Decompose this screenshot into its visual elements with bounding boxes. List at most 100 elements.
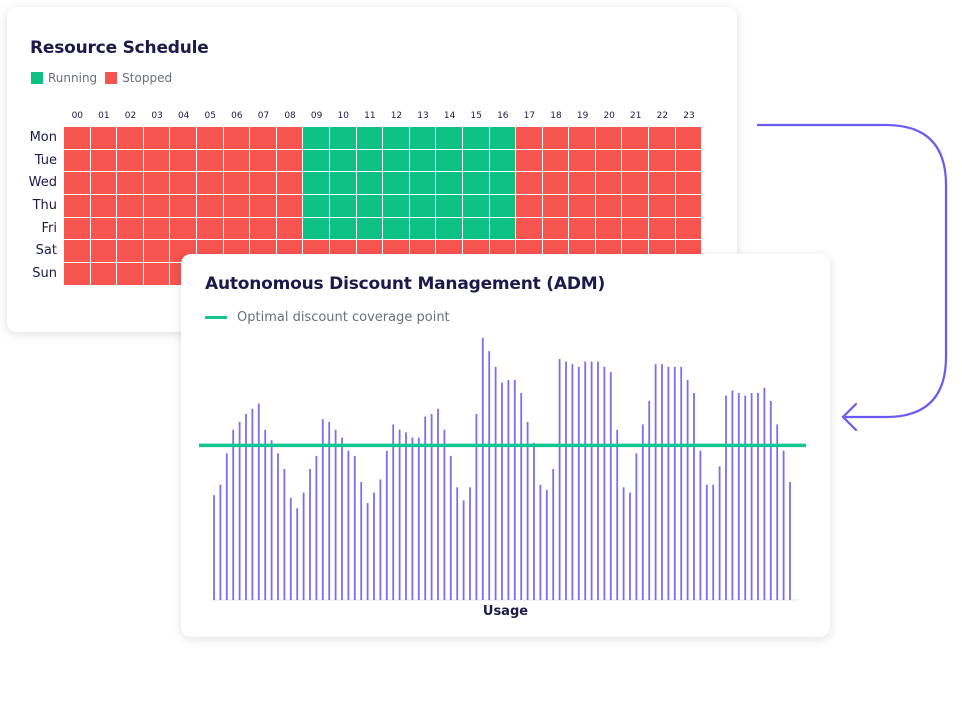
schedule-cell-wed-21[interactable]: [622, 172, 650, 196]
schedule-cell-tue-06[interactable]: [223, 149, 251, 173]
schedule-cell-wed-18[interactable]: [542, 172, 570, 196]
schedule-cell-tue-04[interactable]: [170, 149, 197, 173]
schedule-cell-fri-05[interactable]: [196, 217, 224, 241]
schedule-cell-tue-15[interactable]: [462, 149, 490, 173]
schedule-cell-thu-20[interactable]: [595, 195, 623, 218]
schedule-cell-tue-18[interactable]: [542, 149, 570, 173]
schedule-cell-tue-05[interactable]: [196, 149, 224, 173]
schedule-cell-thu-23[interactable]: [675, 195, 703, 218]
schedule-cell-thu-12[interactable]: [383, 195, 410, 218]
schedule-cell-thu-02[interactable]: [117, 195, 144, 218]
schedule-cell-thu-15[interactable]: [462, 195, 490, 218]
schedule-cell-fri-02[interactable]: [117, 217, 144, 241]
schedule-cell-thu-09[interactable]: [303, 195, 330, 218]
schedule-cell-thu-06[interactable]: [223, 195, 251, 218]
schedule-cell-tue-11[interactable]: [356, 149, 384, 173]
schedule-cell-wed-11[interactable]: [356, 172, 384, 196]
schedule-cell-thu-07[interactable]: [250, 195, 277, 218]
schedule-cell-thu-21[interactable]: [622, 195, 650, 218]
schedule-cell-fri-11[interactable]: [356, 217, 384, 241]
schedule-cell-wed-07[interactable]: [250, 172, 277, 196]
schedule-cell-thu-08[interactable]: [276, 195, 304, 218]
schedule-cell-fri-09[interactable]: [303, 217, 330, 241]
schedule-cell-wed-04[interactable]: [170, 172, 197, 196]
schedule-cell-mon-12[interactable]: [383, 127, 410, 150]
schedule-cell-wed-02[interactable]: [117, 172, 144, 196]
schedule-cell-tue-12[interactable]: [383, 149, 410, 173]
schedule-cell-wed-12[interactable]: [383, 172, 410, 196]
schedule-cell-wed-08[interactable]: [276, 172, 304, 196]
schedule-cell-wed-03[interactable]: [143, 172, 171, 196]
schedule-cell-sat-01[interactable]: [90, 240, 118, 264]
schedule-cell-wed-14[interactable]: [436, 172, 463, 196]
schedule-cell-mon-10[interactable]: [329, 127, 357, 150]
schedule-cell-thu-01[interactable]: [90, 195, 118, 218]
schedule-cell-fri-17[interactable]: [516, 217, 543, 241]
schedule-cell-sun-01[interactable]: [90, 263, 118, 286]
schedule-cell-thu-14[interactable]: [436, 195, 463, 218]
schedule-cell-tue-08[interactable]: [276, 149, 304, 173]
schedule-cell-fri-06[interactable]: [223, 217, 251, 241]
schedule-cell-sun-03[interactable]: [143, 263, 171, 286]
schedule-cell-thu-18[interactable]: [542, 195, 570, 218]
schedule-cell-tue-14[interactable]: [436, 149, 463, 173]
schedule-cell-tue-23[interactable]: [675, 149, 703, 173]
schedule-cell-mon-19[interactable]: [569, 127, 596, 150]
schedule-cell-mon-15[interactable]: [462, 127, 490, 150]
schedule-cell-mon-07[interactable]: [250, 127, 277, 150]
schedule-cell-wed-17[interactable]: [516, 172, 543, 196]
schedule-cell-mon-05[interactable]: [196, 127, 224, 150]
schedule-cell-fri-23[interactable]: [675, 217, 703, 241]
schedule-cell-mon-02[interactable]: [117, 127, 144, 150]
schedule-cell-tue-22[interactable]: [649, 149, 676, 173]
schedule-cell-mon-04[interactable]: [170, 127, 197, 150]
schedule-cell-tue-19[interactable]: [569, 149, 596, 173]
schedule-cell-tue-17[interactable]: [516, 149, 543, 173]
schedule-cell-thu-17[interactable]: [516, 195, 543, 218]
schedule-cell-mon-13[interactable]: [409, 127, 437, 150]
schedule-cell-sat-03[interactable]: [143, 240, 171, 264]
schedule-cell-tue-16[interactable]: [489, 149, 517, 173]
schedule-cell-fri-18[interactable]: [542, 217, 570, 241]
schedule-cell-wed-22[interactable]: [649, 172, 676, 196]
schedule-cell-fri-01[interactable]: [90, 217, 118, 241]
schedule-cell-tue-09[interactable]: [303, 149, 330, 173]
schedule-cell-sun-00[interactable]: [64, 263, 91, 286]
schedule-cell-fri-22[interactable]: [649, 217, 676, 241]
schedule-cell-mon-14[interactable]: [436, 127, 463, 150]
schedule-cell-fri-03[interactable]: [143, 217, 171, 241]
schedule-cell-fri-15[interactable]: [462, 217, 490, 241]
schedule-cell-fri-10[interactable]: [329, 217, 357, 241]
schedule-cell-wed-05[interactable]: [196, 172, 224, 196]
schedule-cell-fri-04[interactable]: [170, 217, 197, 241]
schedule-cell-tue-02[interactable]: [117, 149, 144, 173]
schedule-cell-mon-20[interactable]: [595, 127, 623, 150]
schedule-cell-mon-09[interactable]: [303, 127, 330, 150]
schedule-cell-mon-23[interactable]: [675, 127, 703, 150]
schedule-cell-tue-20[interactable]: [595, 149, 623, 173]
schedule-cell-thu-19[interactable]: [569, 195, 596, 218]
schedule-cell-mon-00[interactable]: [64, 127, 91, 150]
schedule-cell-wed-19[interactable]: [569, 172, 596, 196]
schedule-cell-fri-14[interactable]: [436, 217, 463, 241]
schedule-cell-mon-08[interactable]: [276, 127, 304, 150]
schedule-cell-thu-11[interactable]: [356, 195, 384, 218]
schedule-cell-thu-04[interactable]: [170, 195, 197, 218]
schedule-cell-mon-18[interactable]: [542, 127, 570, 150]
schedule-cell-mon-06[interactable]: [223, 127, 251, 150]
schedule-cell-mon-21[interactable]: [622, 127, 650, 150]
schedule-cell-wed-16[interactable]: [489, 172, 517, 196]
schedule-cell-tue-01[interactable]: [90, 149, 118, 173]
schedule-cell-sat-00[interactable]: [64, 240, 91, 264]
schedule-cell-tue-21[interactable]: [622, 149, 650, 173]
schedule-cell-mon-22[interactable]: [649, 127, 676, 150]
schedule-cell-wed-20[interactable]: [595, 172, 623, 196]
schedule-cell-fri-21[interactable]: [622, 217, 650, 241]
schedule-cell-wed-15[interactable]: [462, 172, 490, 196]
schedule-cell-fri-12[interactable]: [383, 217, 410, 241]
schedule-cell-tue-10[interactable]: [329, 149, 357, 173]
schedule-cell-thu-05[interactable]: [196, 195, 224, 218]
schedule-cell-mon-11[interactable]: [356, 127, 384, 150]
schedule-cell-sat-02[interactable]: [117, 240, 144, 264]
schedule-cell-tue-07[interactable]: [250, 149, 277, 173]
